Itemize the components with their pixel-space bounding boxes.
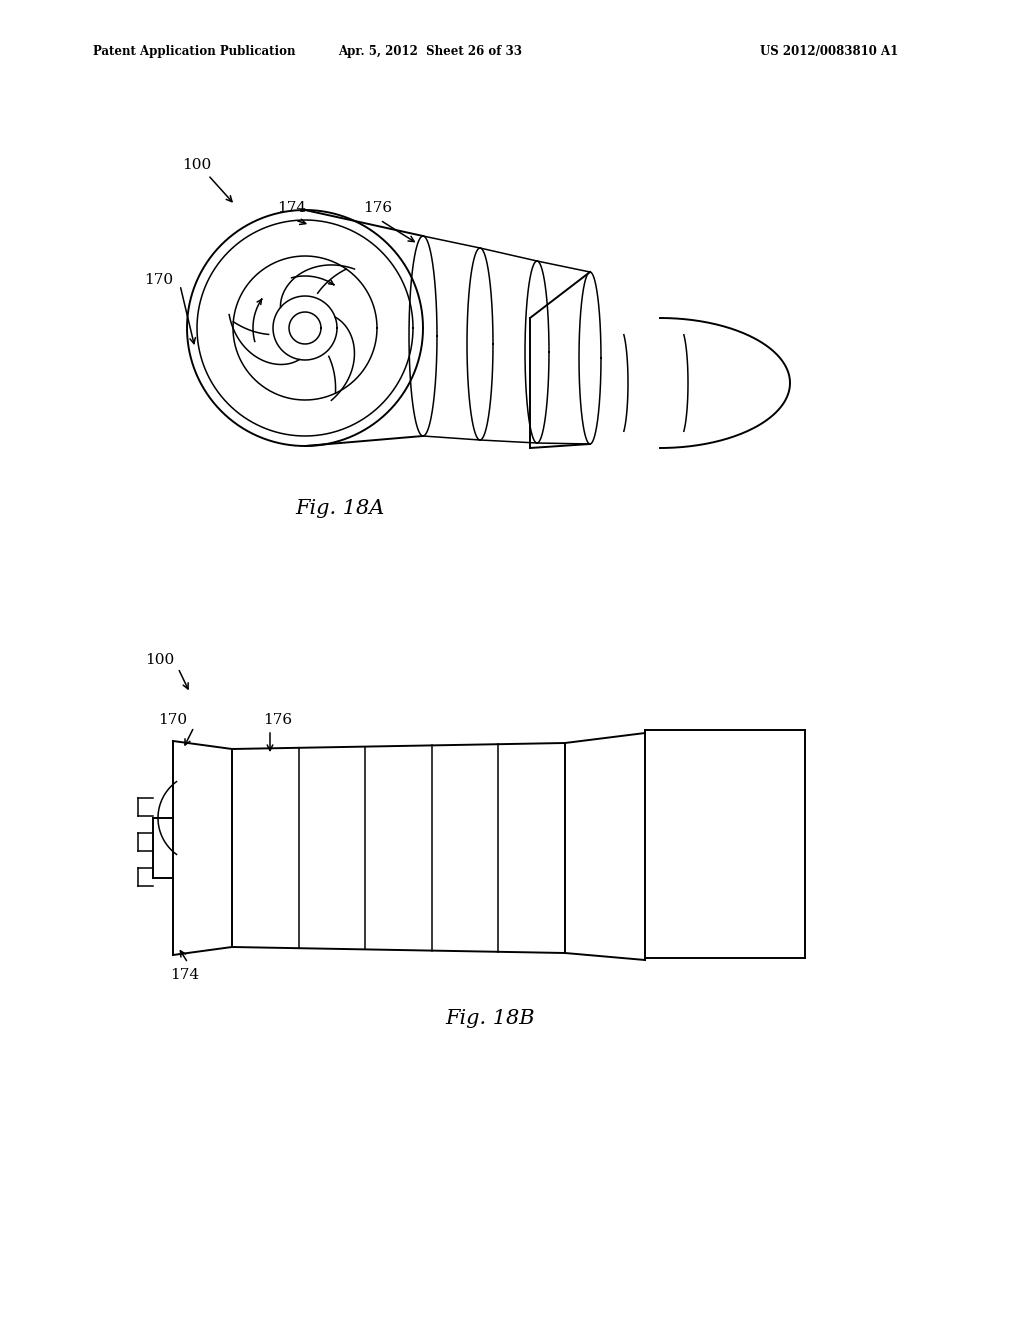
Text: Patent Application Publication: Patent Application Publication — [93, 45, 296, 58]
Text: 170: 170 — [158, 713, 187, 727]
Text: 100: 100 — [145, 653, 174, 667]
Text: Fig. 18A: Fig. 18A — [295, 499, 385, 517]
Text: 174: 174 — [170, 968, 200, 982]
Text: 100: 100 — [182, 158, 211, 172]
Text: Fig. 18B: Fig. 18B — [445, 1008, 535, 1027]
Text: Apr. 5, 2012  Sheet 26 of 33: Apr. 5, 2012 Sheet 26 of 33 — [338, 45, 522, 58]
Text: US 2012/0083810 A1: US 2012/0083810 A1 — [760, 45, 898, 58]
Text: 174: 174 — [278, 201, 306, 215]
Text: 176: 176 — [364, 201, 392, 215]
Text: 170: 170 — [144, 273, 173, 286]
Text: 176: 176 — [263, 713, 292, 727]
